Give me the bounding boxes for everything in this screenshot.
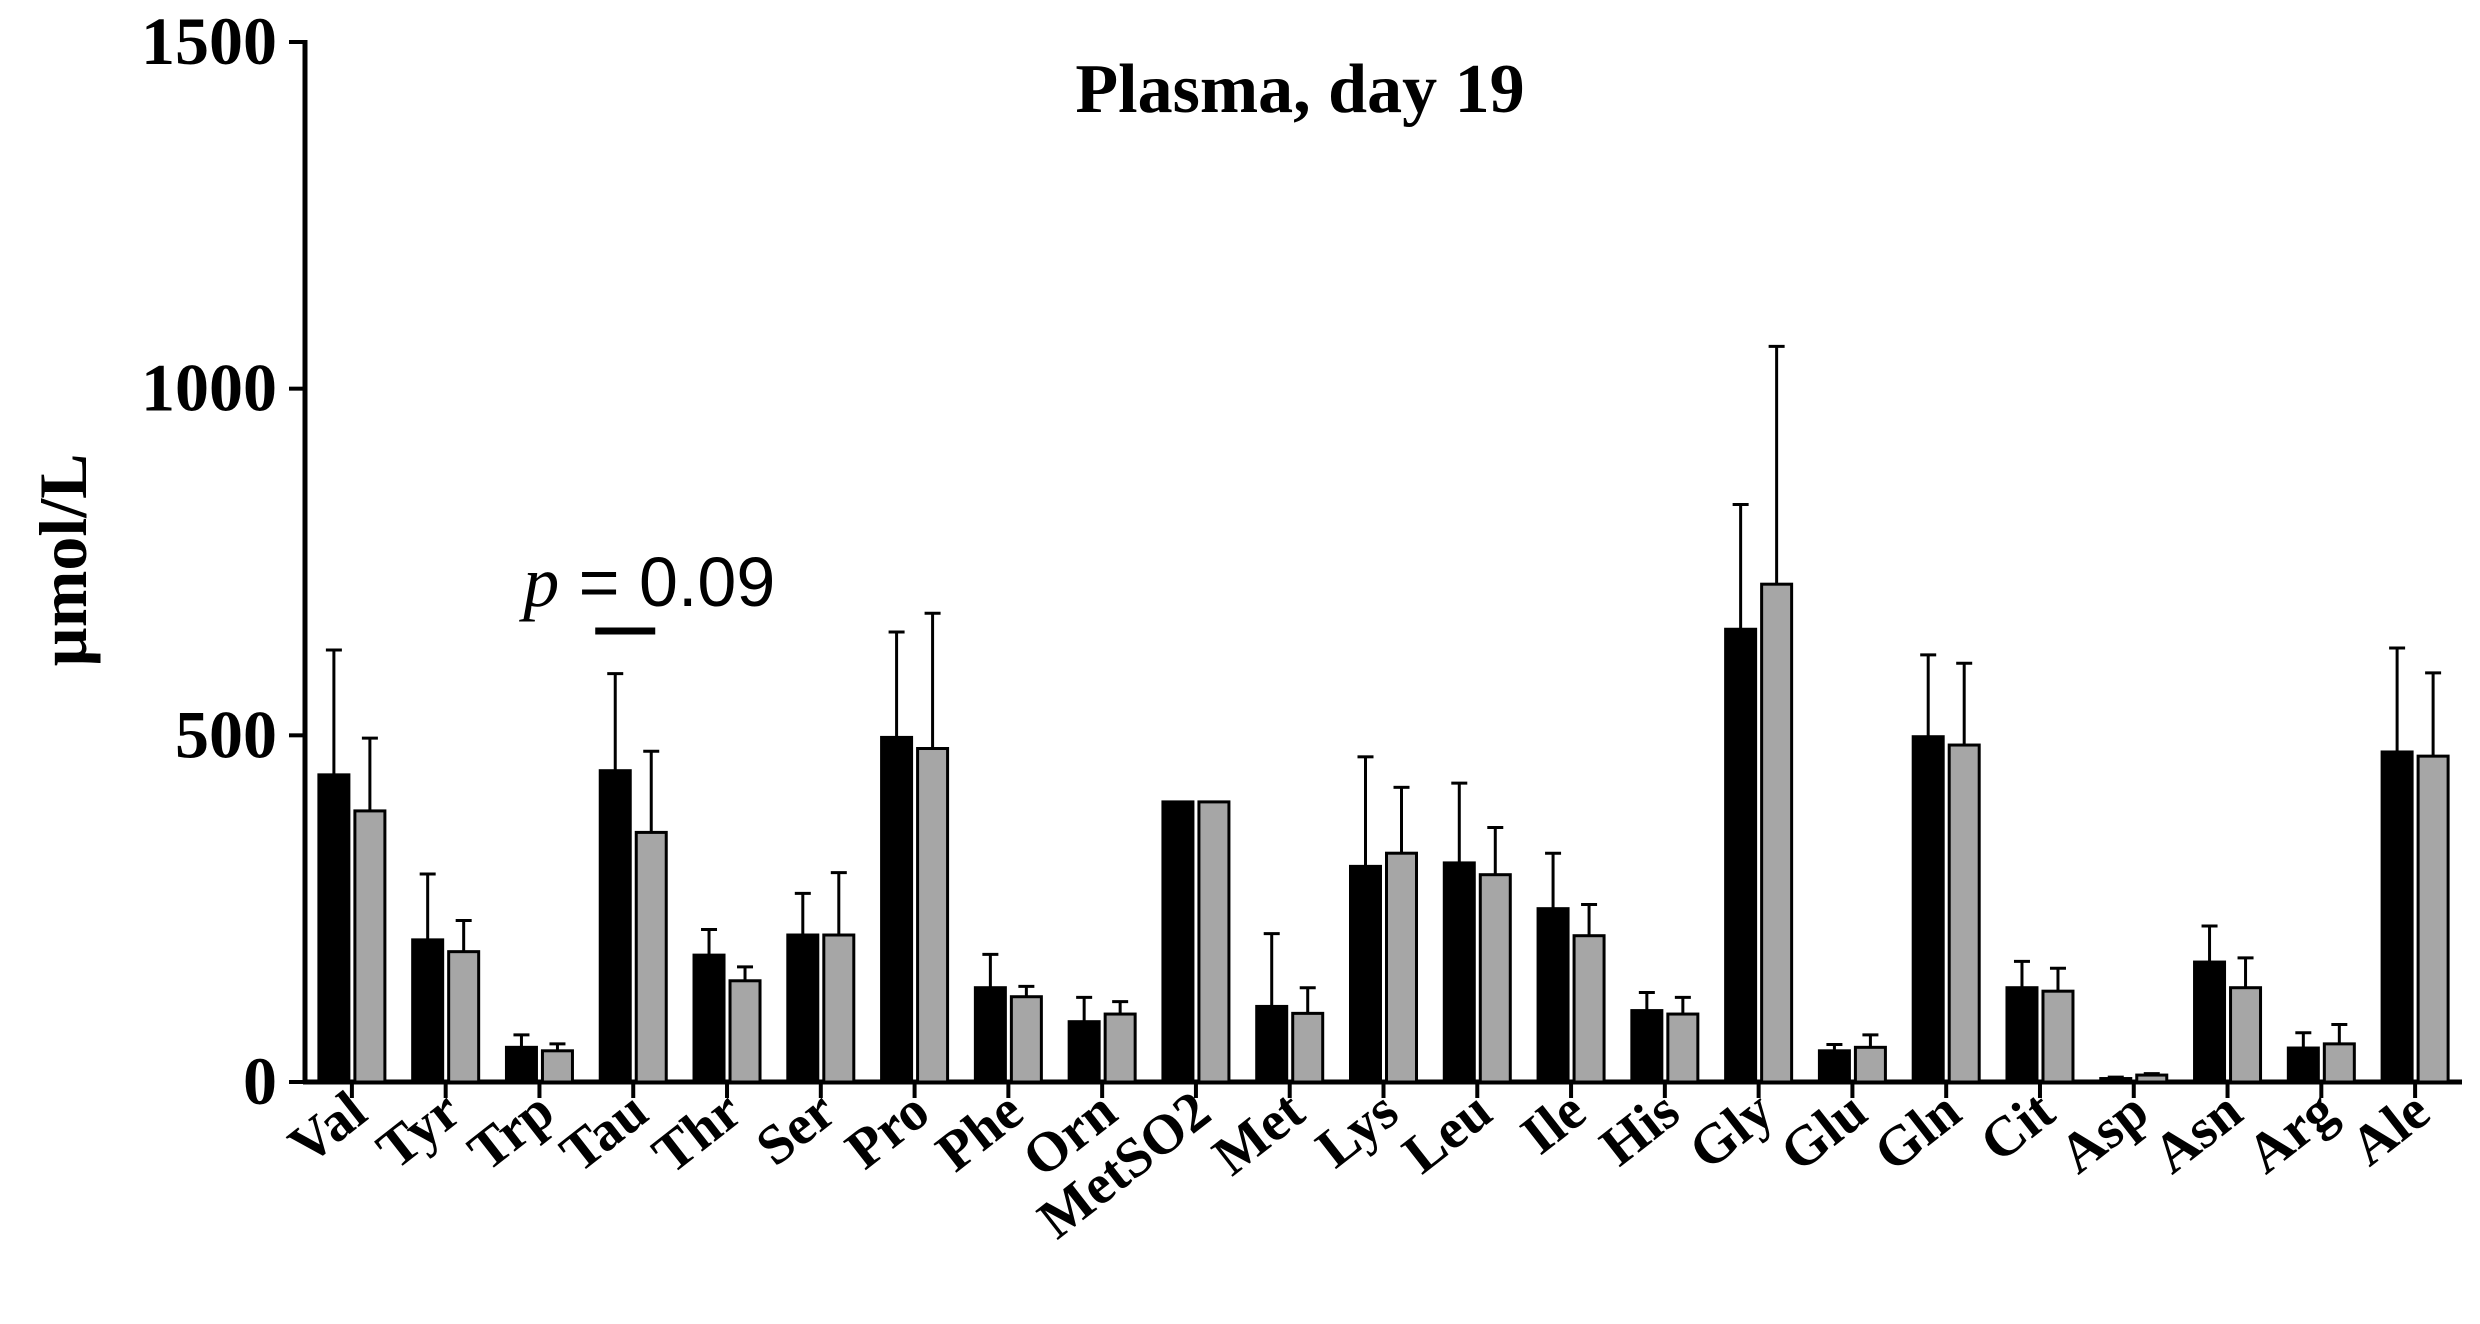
x-tick-label: Val: [278, 1079, 378, 1176]
bar: [822, 933, 856, 1084]
annotation-p: p: [518, 542, 559, 622]
x-tick-label: His: [1589, 1079, 1691, 1178]
bar: [1817, 1049, 1851, 1084]
annotation-value: = 0.09: [559, 543, 775, 621]
x-tick-label: Glu: [1769, 1079, 1878, 1183]
x-tick-label: Trp: [457, 1079, 565, 1183]
bar: [1291, 1011, 1325, 1084]
x-tick-label: Tyr: [366, 1079, 472, 1181]
bar: [1853, 1045, 1887, 1084]
significance-annotation: p = 0.09: [518, 542, 775, 622]
bar: [2135, 1073, 2169, 1084]
bar: [1103, 1012, 1137, 1084]
labels-group: ValTyrTrpTauThrSerProPheOrnMetSO2MetLysL…: [278, 1079, 2442, 1251]
bar: [1197, 800, 1231, 1084]
bar: [1536, 907, 1570, 1084]
bar: [728, 979, 762, 1084]
x-tick-label: Ale: [2339, 1079, 2441, 1178]
bar: [692, 953, 726, 1084]
x-tick-label: Cit: [1969, 1079, 2066, 1174]
bar: [1947, 743, 1981, 1084]
bar: [504, 1045, 538, 1084]
bar: [1478, 873, 1512, 1084]
bar: [1009, 995, 1043, 1084]
bar: [1724, 627, 1758, 1084]
bar: [353, 809, 387, 1084]
bar: [1067, 1020, 1101, 1084]
bar: [973, 986, 1007, 1084]
bar: [1255, 1004, 1289, 1084]
y-tick-label: 500: [175, 696, 277, 772]
x-tick-label: Leu: [1392, 1079, 1504, 1185]
x-tick-label: Phe: [925, 1079, 1034, 1183]
bar: [786, 933, 820, 1084]
x-tick-label: Pro: [835, 1079, 941, 1181]
chart-title: Plasma, day 19: [1075, 51, 1524, 128]
bar: [1349, 864, 1382, 1084]
y-tick-label: 1500: [141, 3, 277, 79]
bar: [540, 1049, 574, 1084]
bar: [1911, 735, 1945, 1084]
bar: [916, 747, 950, 1084]
x-tick-label: Tau: [549, 1079, 659, 1184]
y-tick-label: 0: [243, 1043, 277, 1119]
x-tick-label: Met: [1202, 1079, 1316, 1187]
bar: [1572, 934, 1606, 1084]
bar: [1385, 851, 1418, 1084]
bar: [1666, 1012, 1700, 1084]
axes: 0 500 1000 1500: [141, 3, 2462, 1119]
y-tick-label: 1000: [141, 350, 277, 426]
bar: [2193, 960, 2227, 1084]
bar: [1161, 800, 1195, 1084]
bar: [2099, 1077, 2133, 1084]
x-tick-label: Arg: [2236, 1079, 2348, 1185]
bar: [634, 830, 668, 1084]
bar: [2229, 986, 2263, 1084]
bar: [411, 938, 445, 1084]
x-tick-label: Ile: [1510, 1079, 1597, 1166]
bar: [2005, 986, 2039, 1084]
bars-group: [317, 344, 2450, 1084]
x-tick-label: Ser: [745, 1079, 847, 1178]
x-tick-label: Gln: [1863, 1079, 1972, 1183]
x-tick-label: Lys: [1305, 1079, 1409, 1180]
x-tick-label: Asp: [2048, 1079, 2160, 1185]
bar: [317, 773, 351, 1084]
x-tick-label: Asn: [2142, 1079, 2254, 1185]
bar: [2380, 750, 2414, 1084]
bar: [1442, 861, 1476, 1084]
bar: [2322, 1042, 2356, 1084]
bar: [1630, 1009, 1664, 1084]
x-tick-label: Thr: [641, 1079, 753, 1185]
x-tick-label: Gly: [1678, 1079, 1785, 1181]
bar: [447, 950, 481, 1084]
bar: [1760, 582, 1794, 1084]
bar: [2416, 754, 2450, 1084]
bar: [2041, 989, 2075, 1084]
bar: [598, 769, 632, 1084]
bar: [880, 735, 914, 1084]
y-axis-label: µmol/L: [25, 454, 101, 667]
bar: [2286, 1046, 2320, 1084]
